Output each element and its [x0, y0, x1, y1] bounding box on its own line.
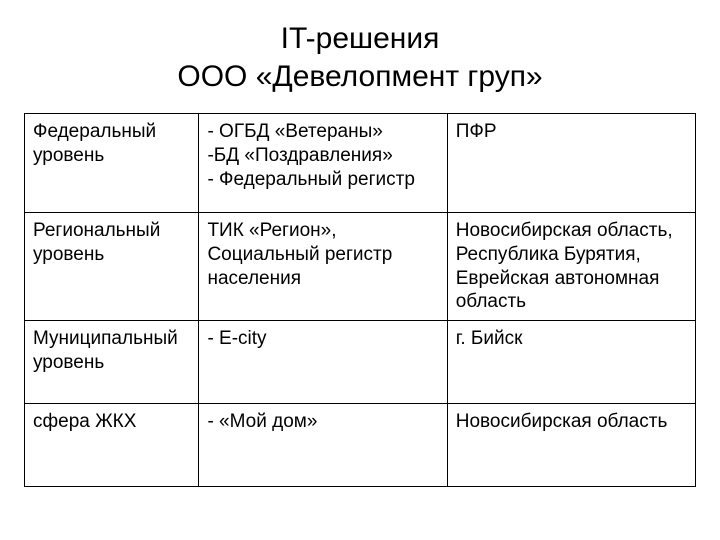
cell-solutions: - «Мой дом»: [199, 404, 447, 487]
title-line-2: ООО «Девелопмент груп»: [177, 60, 542, 93]
cell-level: Федеральный уровень: [25, 114, 199, 213]
solutions-table: Федеральный уровень - ОГБД «Ветераны» -Б…: [24, 113, 696, 487]
cell-client: Новосибирская область: [447, 404, 695, 487]
cell-solutions: ТИК «Регион», Социальный регистр населен…: [199, 213, 447, 321]
cell-level: сфера ЖКХ: [25, 404, 199, 487]
slide-title: IT-решения ООО «Девелопмент груп»: [24, 20, 696, 95]
cell-client: ПФР: [447, 114, 695, 213]
cell-level: Региональный уровень: [25, 213, 199, 321]
table-row: Муниципальный уровень - E-city г. Бийск: [25, 321, 696, 404]
cell-solutions: - ОГБД «Ветераны» -БД «Поздравления» - Ф…: [199, 114, 447, 213]
cell-line: Новосибирская область, Республика Буряти…: [456, 219, 687, 267]
cell-client: г. Бийск: [447, 321, 695, 404]
cell-level: Муниципальный уровень: [25, 321, 199, 404]
cell-client: Новосибирская область, Республика Буряти…: [447, 213, 695, 321]
slide: IT-решения ООО «Девелопмент груп» Федера…: [0, 0, 720, 540]
table-row: Федеральный уровень - ОГБД «Ветераны» -Б…: [25, 114, 696, 213]
cell-line: - ОГБД «Ветераны»: [207, 120, 438, 144]
cell-line: -БД «Поздравления»: [207, 144, 438, 168]
table-row: сфера ЖКХ - «Мой дом» Новосибирская обла…: [25, 404, 696, 487]
title-line-1: IT-решения: [281, 22, 440, 55]
cell-line: - Федеральный регистр: [207, 168, 438, 192]
cell-solutions: - E-city: [199, 321, 447, 404]
table-row: Региональный уровень ТИК «Регион», Социа…: [25, 213, 696, 321]
cell-line: Еврейская автономная область: [456, 267, 687, 315]
